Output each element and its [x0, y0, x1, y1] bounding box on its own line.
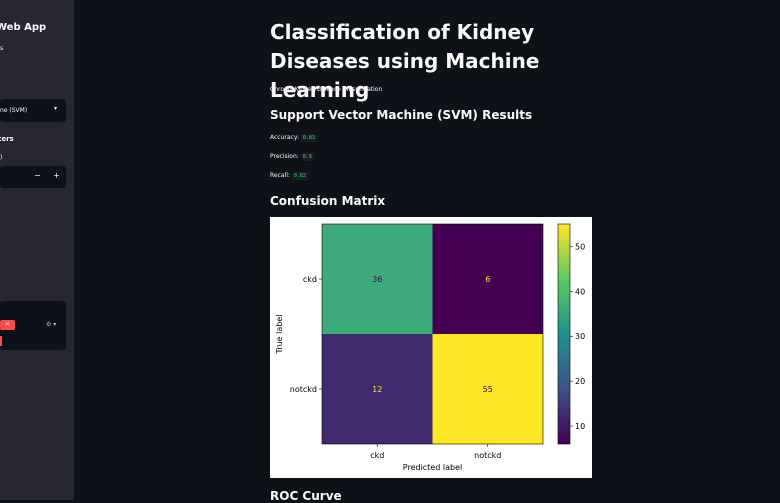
select-caret: ▾ [54, 105, 58, 112]
metric: Accuracy: 0.83 [270, 134, 317, 142]
cell-label: 12 [372, 385, 382, 394]
y-axis-label: True label [275, 315, 284, 355]
cell-label: 6 [485, 275, 490, 284]
page-title: Classification of Kidney Diseases using … [270, 20, 540, 102]
y-tick-label: notckd [290, 385, 317, 394]
roc-heading: ROC Curve [270, 489, 342, 503]
confusion-matrix-figure: 36 6 12 55 ckd notckd ckd notckd Predicted label… [270, 217, 592, 478]
metric: Recall: 0.82 [270, 172, 308, 180]
sidebar-section: ters [0, 135, 14, 143]
metric-label: Precision: [270, 153, 299, 160]
heatmap-cell [432, 224, 543, 334]
metric-value: 0.83 [300, 134, 317, 142]
colorbar [557, 223, 571, 445]
page-subtitle: Chronic Kidney Disease Classification [270, 86, 383, 93]
sidebar-title: Web App [0, 22, 47, 33]
sidebar-subtitle: s [0, 45, 4, 52]
results-heading: Support Vector Machine (SVM) Results [270, 108, 533, 122]
plot-frame [321, 223, 544, 445]
colorbar-tick-label: 10 [575, 422, 585, 431]
number-input: − + [0, 166, 66, 188]
heatmap-cell [322, 334, 433, 444]
multiselect: ✕ ⚙ ▾ [0, 301, 66, 350]
multiselect-caret: ⚙ ▾ [46, 321, 57, 328]
metric: Precision: 0.9 [270, 153, 314, 161]
model-select[interactable]: ne (SVM) ▾ [0, 99, 66, 122]
heatmap-cell [432, 334, 543, 444]
plus-button[interactable]: + [53, 171, 60, 180]
select-value: ne (SVM) [0, 107, 28, 114]
chip-remove[interactable]: ✕ [0, 320, 15, 330]
cm-heading: Confusion Matrix [270, 194, 386, 208]
colorbar-tick-label: 40 [575, 287, 585, 296]
x-tick-label: notckd [474, 451, 501, 460]
metric-label: Recall: [270, 172, 290, 179]
chip [0, 336, 2, 346]
sidebar: Web App s ne (SVM) ▾ ters ) − + ✕ ⚙ ▾ [0, 0, 74, 500]
metric-value: 0.9 [300, 153, 314, 161]
colorbar-tick-label: 50 [575, 242, 585, 251]
y-tick-label: ckd [303, 275, 317, 284]
colorbar-tick-label: 30 [575, 332, 585, 341]
cell-label: 36 [372, 275, 382, 284]
minus-button[interactable]: − [34, 171, 41, 180]
heatmap-cell [322, 224, 433, 334]
x-tick-label: ckd [370, 451, 384, 460]
param-label: ) [0, 154, 3, 161]
x-axis-label: Predicted label [403, 463, 462, 472]
cell-label: 55 [483, 385, 493, 394]
colorbar-tick-label: 20 [575, 377, 585, 386]
metric-value: 0.82 [291, 172, 308, 180]
metric-label: Accuracy: [270, 134, 299, 141]
